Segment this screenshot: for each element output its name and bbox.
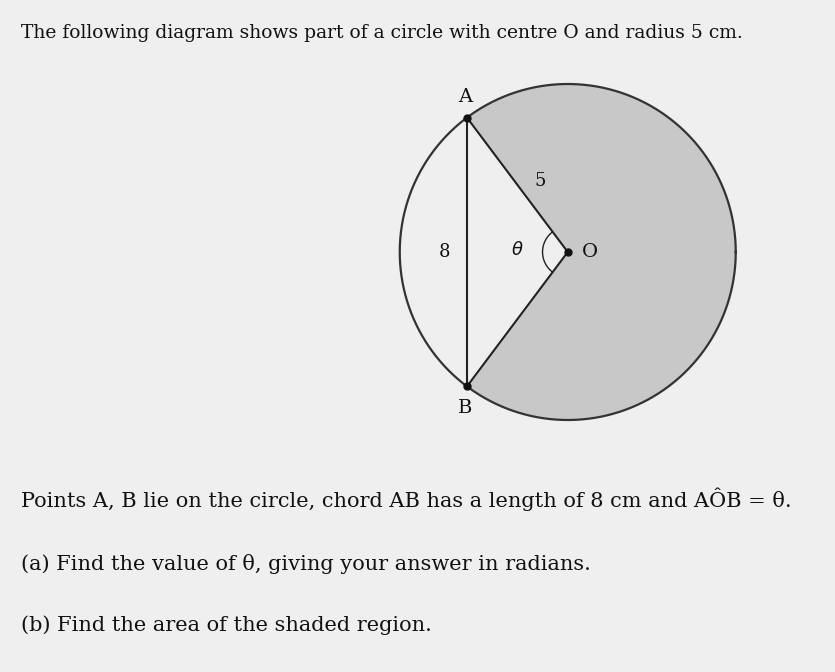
Text: O: O xyxy=(582,243,598,261)
Text: A: A xyxy=(458,88,473,106)
Text: 8: 8 xyxy=(438,243,450,261)
Text: (a) Find the value of θ, giving your answer in radians.: (a) Find the value of θ, giving your ans… xyxy=(21,554,590,575)
Polygon shape xyxy=(467,84,736,420)
Text: $\theta$: $\theta$ xyxy=(511,241,524,259)
Text: B: B xyxy=(458,399,473,417)
Text: (b) Find the area of the shaded region.: (b) Find the area of the shaded region. xyxy=(21,615,432,634)
Text: The following diagram shows part of a circle with centre O and radius 5 cm.: The following diagram shows part of a ci… xyxy=(21,24,742,42)
Text: Points A, B lie on the circle, chord AB has a length of 8 cm and AÔB = θ.: Points A, B lie on the circle, chord AB … xyxy=(21,487,792,511)
Text: 5: 5 xyxy=(534,173,545,190)
